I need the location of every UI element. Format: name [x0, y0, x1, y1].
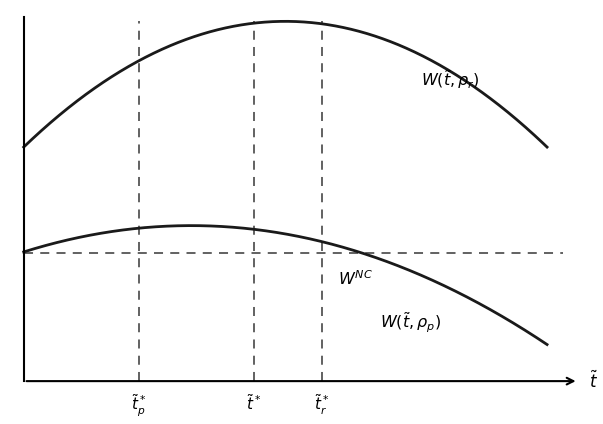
Text: $\tilde{t}^*$: $\tilde{t}^*$: [247, 393, 262, 413]
Text: $W^{NC}$: $W^{NC}$: [338, 270, 373, 288]
Text: $W(\tilde{t}, \rho_r)$: $W(\tilde{t}, \rho_r)$: [421, 68, 480, 91]
Text: $\tilde{t}$: $\tilde{t}$: [589, 371, 598, 392]
Text: $W(\tilde{t}, \rho_p)$: $W(\tilde{t}, \rho_p)$: [379, 311, 441, 335]
Text: $\tilde{t}_p^*$: $\tilde{t}_p^*$: [131, 393, 147, 419]
Text: $\tilde{t}_r^*$: $\tilde{t}_r^*$: [314, 393, 330, 417]
